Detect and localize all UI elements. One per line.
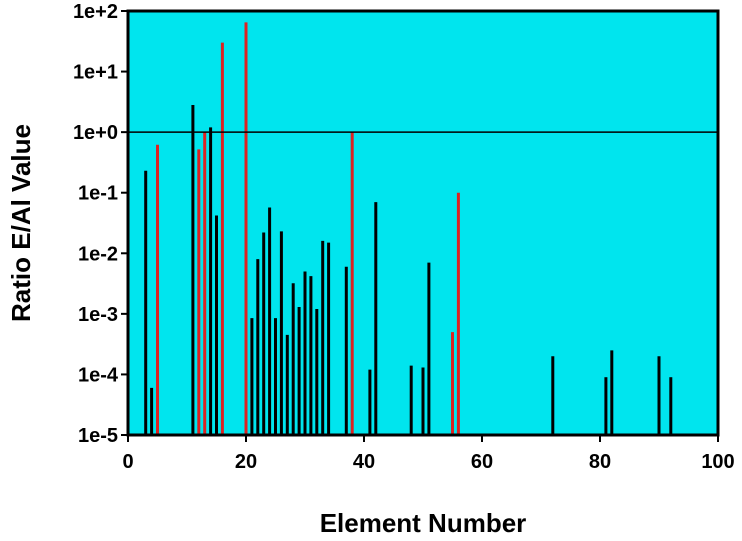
x-tick-label: 0 bbox=[122, 451, 133, 473]
x-tick-label: 40 bbox=[353, 451, 375, 473]
y-tick-label: 1e-4 bbox=[78, 364, 119, 386]
x-tick-label: 80 bbox=[589, 451, 611, 473]
y-tick-label: 1e-5 bbox=[78, 425, 118, 447]
bars-layer bbox=[144, 22, 673, 435]
plot-area bbox=[128, 11, 718, 435]
ticks-layer: 0 20 40 60 80 100 1e-5 1e-4 1e-3 1e-2 1e-1 1e+0 1e+1… bbox=[73, 1, 735, 473]
x-tick-label: 20 bbox=[235, 451, 257, 473]
x-tick-label: 60 bbox=[471, 451, 493, 473]
y-tick-label: 1e-1 bbox=[78, 183, 118, 205]
plot-frame bbox=[126, 9, 720, 437]
x-tick-label: 100 bbox=[701, 451, 734, 473]
y-tick-label: 1e-2 bbox=[78, 243, 118, 265]
x-axis-title: Element Number bbox=[320, 508, 527, 538]
y-tick-label: 1e-3 bbox=[78, 304, 118, 326]
y-tick-label: 1e+1 bbox=[73, 62, 118, 84]
y-tick-label: 1e+2 bbox=[73, 1, 118, 23]
y-tick-label: 1e+0 bbox=[73, 122, 118, 144]
y-axis-title: Ratio E/Al Value bbox=[6, 124, 36, 322]
